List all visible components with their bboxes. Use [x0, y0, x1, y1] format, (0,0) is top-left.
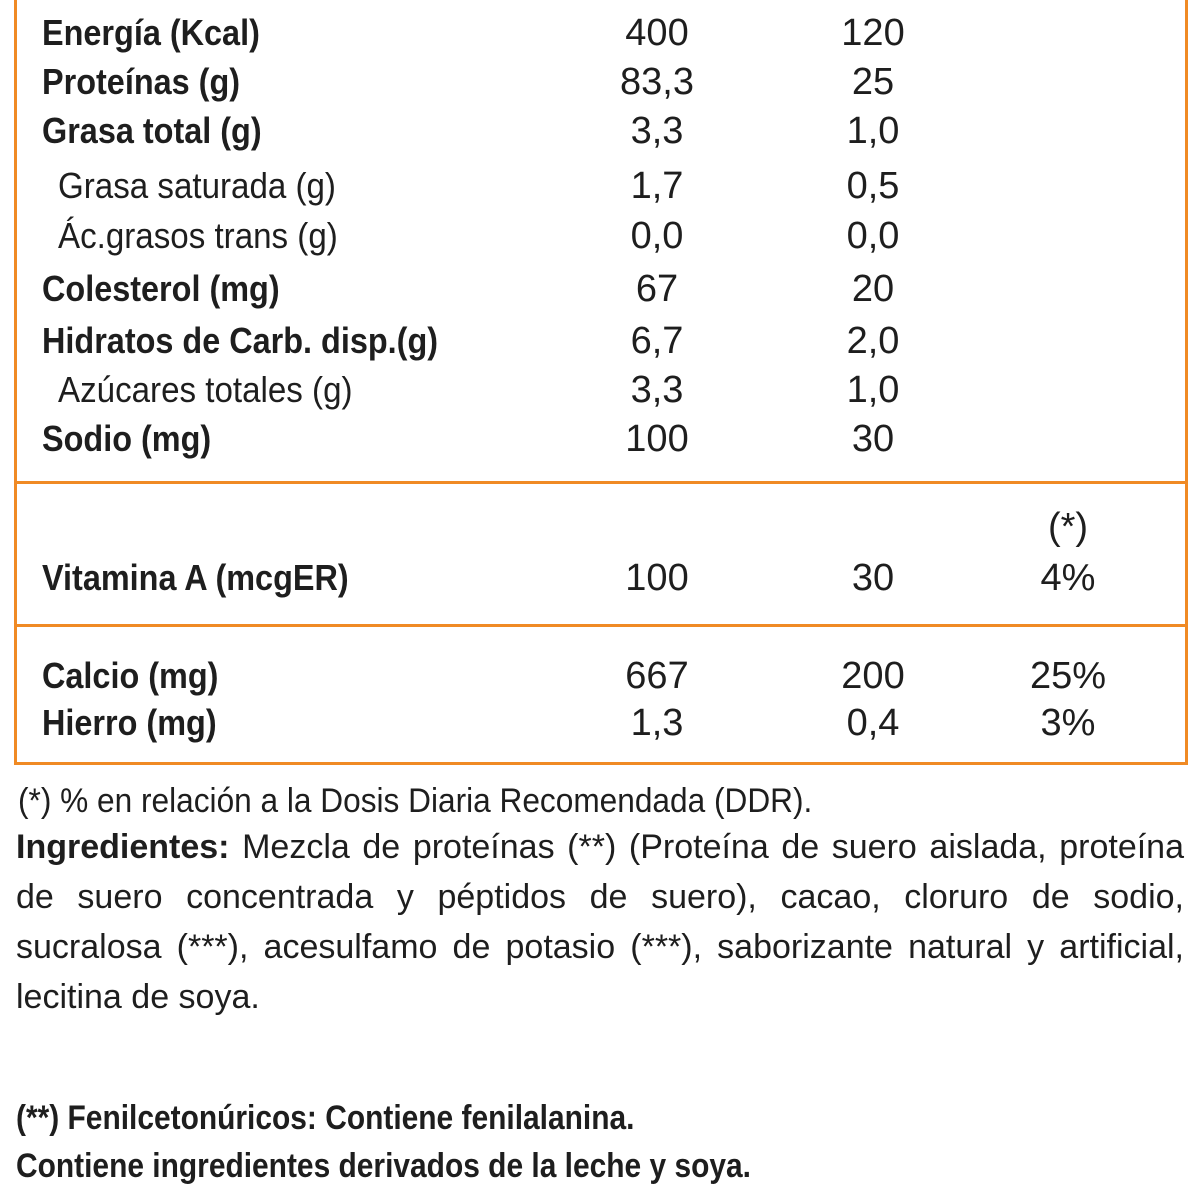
table-row: Energía (Kcal) 400 120 [0, 8, 1200, 58]
ddr-header-row: (*) [0, 502, 1200, 552]
value-per-100g: 1,7 [630, 165, 684, 207]
value-per-100g: 83,3 [620, 61, 694, 103]
table-divider [14, 624, 1185, 627]
value-per-serving: 2,0 [846, 320, 900, 362]
value-per-100g: 400 [625, 12, 689, 54]
table-row: Grasa saturada (g) 1,7 0,5 [0, 161, 1200, 211]
value-per-serving: 20 [851, 268, 895, 310]
nutrient-label: Proteínas (g) [42, 61, 241, 102]
nutrient-label: Energía (Kcal) [42, 12, 260, 53]
value-per-100g: 100 [625, 418, 689, 460]
value-per-100g: 0,0 [630, 215, 684, 257]
phenylketonuric-warning: (**) Fenilcetonúricos: Contiene fenilala… [16, 1099, 635, 1137]
nutrient-label: Colesterol (mg) [42, 268, 280, 309]
ddr-footnote: (*) % en relación a la Dosis Diaria Reco… [18, 782, 813, 820]
value-ddr: 3% [1040, 702, 1096, 744]
value-ddr: 4% [1040, 557, 1096, 599]
value-per-100g: 3,3 [630, 369, 684, 411]
ddr-column-header: (*) [1047, 506, 1089, 548]
nutrient-label: Hidratos de Carb. disp.(g) [42, 320, 439, 361]
table-row: Hidratos de Carb. disp.(g) 6,7 2,0 [0, 316, 1200, 366]
value-per-100g: 1,3 [630, 702, 684, 744]
table-divider [14, 481, 1185, 484]
value-per-100g: 3,3 [630, 110, 684, 152]
nutrient-label: Calcio (mg) [42, 655, 219, 696]
nutrient-label: Grasa total (g) [42, 110, 262, 151]
nutrient-label: Azúcares totales (g) [58, 369, 353, 410]
value-per-100g: 100 [625, 557, 689, 599]
table-row: Azúcares totales (g) 3,3 1,0 [0, 365, 1200, 415]
value-per-100g: 667 [625, 655, 689, 697]
nutrition-table-border [14, 0, 1188, 765]
value-ddr: 25% [1029, 655, 1107, 697]
value-per-serving: 0,5 [846, 165, 900, 207]
nutrient-label: Sodio (mg) [42, 418, 212, 459]
table-row: Colesterol (mg) 67 20 [0, 264, 1200, 314]
value-per-100g: 67 [635, 268, 679, 310]
table-row: Sodio (mg) 100 30 [0, 414, 1200, 464]
value-per-serving: 120 [841, 12, 905, 54]
ingredients-text: Mezcla de proteínas (**) (Proteína de su… [16, 828, 1184, 1016]
nutrient-label: Grasa saturada (g) [58, 165, 336, 206]
value-per-serving: 200 [841, 655, 905, 697]
nutrient-label: Vitamina A (mcgER) [42, 557, 349, 598]
table-row: Proteínas (g) 83,3 25 [0, 57, 1200, 107]
value-per-serving: 1,0 [846, 110, 900, 152]
value-per-serving: 0,0 [846, 215, 900, 257]
value-per-serving: 30 [851, 557, 895, 599]
value-per-100g: 6,7 [630, 320, 684, 362]
nutrient-label: Ác.grasos trans (g) [58, 215, 338, 256]
table-row: Grasa total (g) 3,3 1,0 [0, 106, 1200, 156]
table-row: Ác.grasos trans (g) 0,0 0,0 [0, 211, 1200, 261]
table-row: Vitamina A (mcgER) 100 30 4% [0, 553, 1200, 603]
value-per-serving: 1,0 [846, 369, 900, 411]
ingredients-paragraph: Ingredientes: Mezcla de proteínas (**) (… [16, 822, 1184, 1022]
nutrient-label: Hierro (mg) [42, 702, 217, 743]
value-per-serving: 0,4 [846, 702, 900, 744]
ingredients-label: Ingredientes: [16, 828, 230, 866]
table-row: Calcio (mg) 667 200 25% [0, 651, 1200, 701]
table-row: Hierro (mg) 1,3 0,4 3% [0, 698, 1200, 748]
value-per-serving: 30 [851, 418, 895, 460]
allergen-warning: Contiene ingredientes derivados de la le… [16, 1147, 751, 1185]
value-per-serving: 25 [851, 61, 895, 103]
